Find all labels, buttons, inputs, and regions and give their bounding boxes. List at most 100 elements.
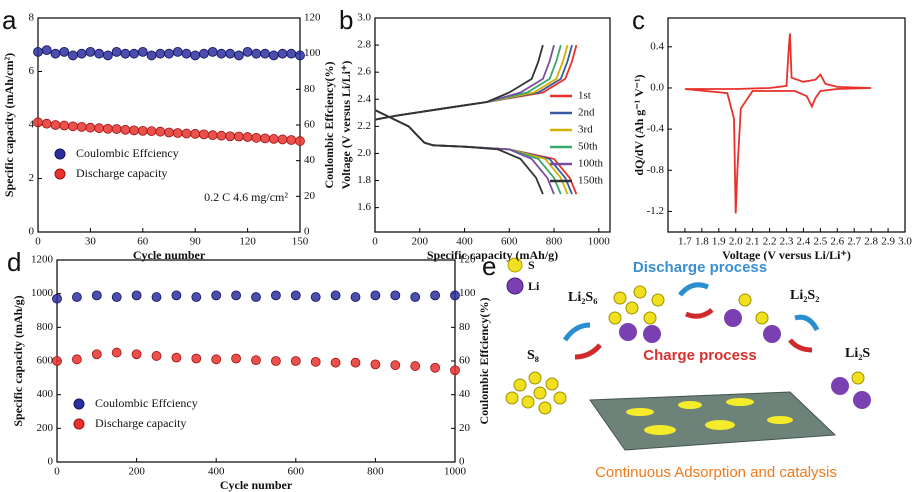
data-point bbox=[390, 360, 401, 371]
data-point bbox=[72, 354, 82, 365]
y-tick-label: 2 bbox=[29, 172, 35, 184]
data-point bbox=[41, 45, 52, 55]
data-point bbox=[137, 46, 148, 57]
data-point bbox=[233, 50, 244, 61]
x-tick-label: 2.2 bbox=[763, 236, 777, 248]
data-point bbox=[102, 123, 113, 134]
data-point bbox=[225, 131, 236, 142]
data-point bbox=[33, 46, 43, 57]
y2-tick-label: 40 bbox=[459, 388, 471, 400]
legend-label: Coulombic Effciency bbox=[95, 396, 198, 410]
panel-label: e bbox=[482, 251, 496, 281]
data-point bbox=[146, 50, 157, 61]
x-tick-label: 600 bbox=[501, 236, 518, 248]
y2-tick-label: 20 bbox=[304, 190, 316, 202]
data-point bbox=[330, 357, 341, 368]
x-tick-label: 600 bbox=[288, 466, 305, 478]
data-point bbox=[216, 130, 227, 141]
data-point bbox=[52, 356, 62, 366]
y-tick-label: 2.6 bbox=[357, 66, 371, 78]
data-point bbox=[91, 349, 102, 360]
data-point bbox=[242, 132, 253, 142]
data-point bbox=[286, 48, 297, 59]
y-tick-label: 0.0 bbox=[650, 81, 664, 93]
data-point bbox=[450, 365, 460, 376]
species: Li₂S₂ bbox=[790, 288, 819, 303]
x-tick-label: 1000 bbox=[588, 236, 611, 248]
x-tick-label: 150 bbox=[292, 236, 309, 248]
data-point bbox=[155, 126, 166, 137]
data-point bbox=[207, 130, 218, 141]
legend-label: 100th bbox=[578, 158, 604, 170]
data-point bbox=[350, 357, 361, 368]
y2-tick-label: 100 bbox=[304, 47, 321, 59]
x-tick-label: 3.0 bbox=[898, 236, 912, 248]
x-tick-label: 1.8 bbox=[695, 236, 709, 248]
y-tick-label: 200 bbox=[37, 422, 54, 434]
data-point bbox=[370, 290, 381, 301]
y-tick-label: 1000 bbox=[31, 287, 54, 299]
data-point bbox=[260, 48, 270, 59]
legend-marker bbox=[73, 418, 85, 430]
data-point bbox=[76, 48, 87, 59]
data-point bbox=[260, 133, 270, 144]
data-point bbox=[268, 134, 279, 144]
data-point bbox=[171, 290, 182, 301]
x-tick-label: 2.5 bbox=[813, 236, 827, 248]
legend-s: S bbox=[528, 258, 535, 272]
x-tick-label: 120 bbox=[239, 236, 256, 248]
arrow bbox=[685, 308, 714, 319]
y-axis-label: dQ/dV (Ah g⁻¹ V⁻¹) bbox=[632, 74, 646, 175]
data-point bbox=[251, 132, 262, 143]
data-point bbox=[111, 124, 122, 134]
legend-label: Discharge capacity bbox=[76, 166, 167, 180]
species: Li₂S bbox=[845, 346, 870, 361]
legend-label: 50th bbox=[578, 141, 598, 153]
legend-label: 1st bbox=[578, 90, 591, 102]
data-line bbox=[374, 44, 578, 195]
plot-frame bbox=[667, 17, 906, 233]
data-point bbox=[191, 292, 202, 302]
data-point bbox=[155, 48, 166, 59]
x-tick-label: 200 bbox=[128, 466, 145, 478]
adsorbed-species bbox=[626, 398, 793, 435]
data-point bbox=[207, 46, 218, 57]
data-point bbox=[68, 50, 78, 61]
data-point bbox=[199, 129, 209, 140]
y-tick-label: 2.0 bbox=[357, 147, 371, 159]
y-tick-label: 0 bbox=[29, 226, 35, 238]
data-point bbox=[50, 48, 61, 59]
y-tick-label: 4 bbox=[29, 119, 35, 131]
data-line bbox=[374, 44, 544, 195]
data-point bbox=[190, 50, 201, 61]
data-point bbox=[430, 290, 441, 301]
y-tick-label: -0.4 bbox=[647, 123, 665, 135]
y-tick-label: 400 bbox=[37, 388, 54, 400]
y2-tick-label: 60 bbox=[304, 119, 316, 131]
data-point bbox=[131, 290, 142, 301]
data-point bbox=[91, 290, 102, 301]
li-atom-legend bbox=[506, 277, 524, 295]
plot-frame bbox=[374, 17, 611, 233]
x-tick-label: 400 bbox=[208, 466, 225, 478]
x-tick-label: 2.6 bbox=[830, 236, 844, 248]
data-point bbox=[52, 293, 62, 304]
y2-tick-label: 20 bbox=[459, 422, 471, 434]
legend-li: Li bbox=[528, 279, 540, 293]
legend-label: Discharge capacity bbox=[95, 416, 186, 430]
data-point bbox=[94, 123, 105, 134]
legend-marker bbox=[54, 148, 66, 160]
data-point bbox=[390, 290, 401, 301]
data-line bbox=[374, 44, 569, 195]
data-point bbox=[231, 353, 242, 364]
y-tick-label: 6 bbox=[29, 65, 35, 77]
arrow bbox=[794, 314, 820, 332]
y2-tick-label: 120 bbox=[459, 254, 476, 266]
data-point bbox=[111, 347, 122, 358]
y-axis-label: Specific capacity (mAh/g) bbox=[11, 295, 25, 426]
data-line bbox=[684, 33, 872, 214]
x-tick-label: 0 bbox=[35, 236, 41, 248]
y2-tick-label: 60 bbox=[459, 355, 471, 367]
x-tick-label: 800 bbox=[546, 236, 563, 248]
y-tick-label: 600 bbox=[37, 355, 54, 367]
